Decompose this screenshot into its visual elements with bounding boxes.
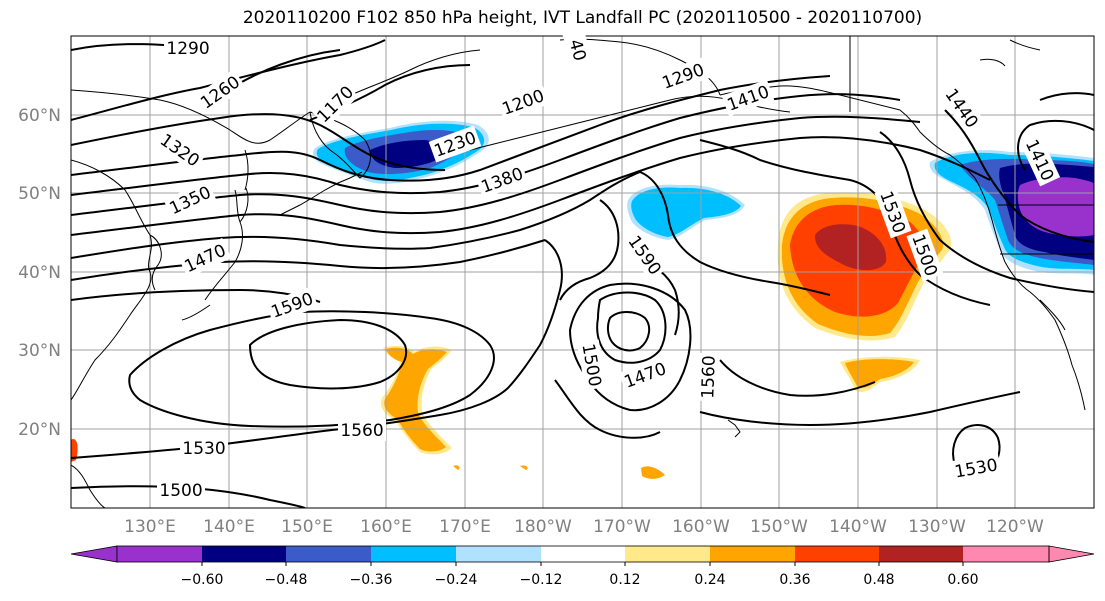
contour-labels: 1290 1260 1170 1200 1230 1320 1350 1380 …	[154, 29, 1061, 501]
lon-label: 130°E	[124, 517, 176, 537]
colorbar-tick: −0.12	[520, 572, 563, 588]
ivt-negative-anomaly-east	[929, 150, 1094, 275]
latitude-labels: 60°N 50°N 40°N 30°N 20°N	[18, 106, 61, 440]
colorbar-segment	[879, 546, 964, 562]
map-graticule	[71, 36, 1094, 508]
lon-label: 150°W	[750, 517, 808, 537]
colorbar: −0.60 −0.48 −0.36 −0.24 −0.12 0.12 0.24 …	[70, 545, 1095, 588]
lon-label: 130°W	[908, 517, 966, 537]
colorbar-tick: 0.24	[694, 572, 725, 588]
colorbar-tick: 0.36	[779, 572, 810, 588]
colorbar-tick: 0.12	[609, 572, 640, 588]
lon-label: 120°W	[986, 517, 1044, 537]
lat-label: 30°N	[18, 341, 61, 361]
lon-label: 170°W	[593, 517, 651, 537]
colorbar-extend-low	[70, 545, 118, 563]
lon-label: 160°E	[360, 517, 412, 537]
lon-label: 140°W	[829, 517, 887, 537]
colorbar-segment	[456, 546, 542, 562]
contour-label: 1560	[340, 421, 383, 441]
contour-label: 1500	[159, 481, 202, 501]
lon-label: 140°E	[203, 517, 255, 537]
lat-label: 40°N	[18, 263, 61, 283]
colorbar-segment	[625, 546, 711, 562]
longitude-labels: 130°E 140°E 150°E 160°E 170°E 180°W 170°…	[124, 517, 1044, 537]
lat-label: 50°N	[18, 184, 61, 204]
contour-label: 1560	[698, 355, 719, 399]
ivt-positive-anomaly-central	[71, 345, 665, 479]
colorbar-tick: 0.48	[863, 572, 894, 588]
colorbar-segment	[710, 546, 796, 562]
lon-label: 170°E	[439, 517, 491, 537]
lat-label: 20°N	[18, 420, 61, 440]
colorbar-segment	[541, 546, 626, 562]
colorbar-extend-high	[1048, 545, 1095, 563]
colorbar-segment	[963, 546, 1049, 562]
colorbar-segment	[286, 546, 372, 562]
colorbar-segment	[795, 546, 880, 562]
contour-label: 1500	[577, 342, 604, 388]
colorbar-segment	[117, 546, 203, 562]
ivt-negative-anomaly-central	[627, 184, 745, 240]
coastlines	[71, 36, 1094, 508]
lon-label: 150°E	[281, 517, 333, 537]
contour-label: 1530	[953, 455, 999, 482]
colorbar-segment	[371, 546, 457, 562]
lon-label: 160°W	[672, 517, 730, 537]
colorbar-frame	[116, 545, 1050, 563]
colorbar-tick: −0.36	[350, 572, 393, 588]
colorbar-tick: −0.48	[265, 572, 308, 588]
contour-label: 1530	[182, 439, 225, 459]
colorbar-segment	[202, 546, 287, 562]
ivt-positive-anomaly-east	[777, 192, 952, 393]
colorbar-tick: −0.60	[181, 572, 224, 588]
contour-label: 1290	[166, 39, 209, 59]
map-title: 2020110200 F102 850 hPa height, IVT Land…	[242, 8, 923, 28]
colorbar-tick: −0.24	[435, 572, 478, 588]
lon-label: 180°W	[514, 517, 572, 537]
colorbar-tick: 0.60	[947, 572, 978, 588]
lat-label: 60°N	[18, 106, 61, 126]
